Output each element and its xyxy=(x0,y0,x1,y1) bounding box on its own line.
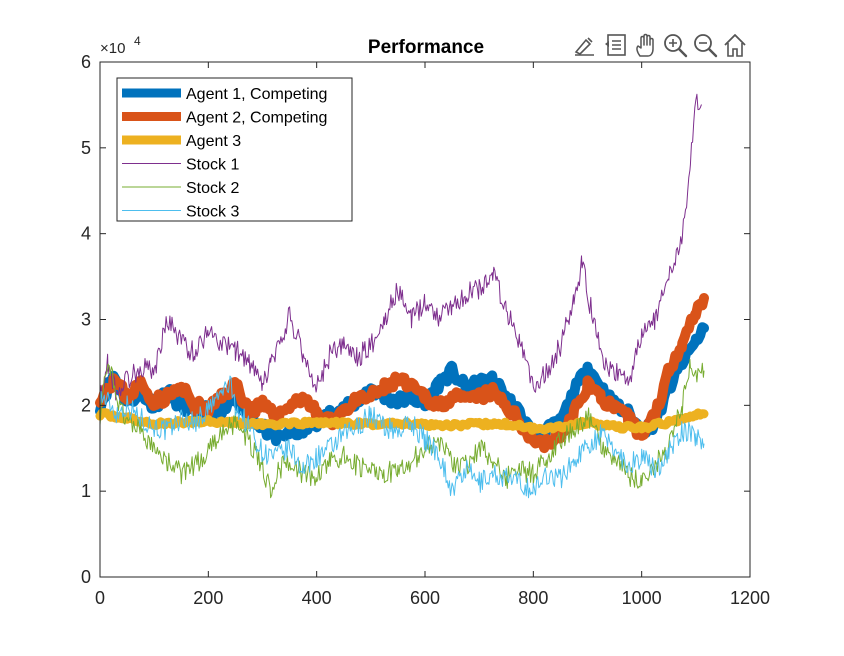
y-tick-label: 1 xyxy=(81,481,91,501)
data-tips-icon[interactable] xyxy=(572,32,598,58)
zoom-out-icon[interactable] xyxy=(692,32,718,58)
x-tick-label: 400 xyxy=(302,588,332,608)
axes-layer xyxy=(99,61,751,578)
legend-label: Stock 3 xyxy=(186,204,239,221)
y-exponent-label: ×10 xyxy=(100,40,125,57)
y-tick-label: 5 xyxy=(81,138,91,158)
x-tick-label: 600 xyxy=(410,588,440,608)
series-line-stock-3[interactable] xyxy=(99,375,705,499)
series-line-stock-1[interactable] xyxy=(99,93,702,413)
y-tick-labels: 0 1 2 3 4 5 6 xyxy=(81,52,91,587)
x-tick-label: 200 xyxy=(193,588,223,608)
chart-title: Performance xyxy=(368,37,484,58)
x-tick-label: 800 xyxy=(518,588,548,608)
pan-hand-icon[interactable] xyxy=(633,32,659,58)
legend-label: Agent 2, Competing xyxy=(186,110,327,127)
y-tick-label: 3 xyxy=(81,310,91,330)
series-layer xyxy=(95,93,709,499)
legend-label: Agent 3 xyxy=(186,133,241,150)
series-line-agent-2-competing[interactable] xyxy=(95,293,709,454)
zoom-in-icon[interactable] xyxy=(662,32,688,58)
y-tick-label: 2 xyxy=(81,395,91,415)
legend-label: Stock 2 xyxy=(186,180,239,197)
x-tick-labels: 0 200 400 600 800 1000 1200 xyxy=(95,588,770,608)
series-line-stock-2[interactable] xyxy=(99,358,705,499)
y-exponent-power: 4 xyxy=(134,34,141,48)
data-brush-icon[interactable] xyxy=(603,32,629,58)
x-tick-label: 1000 xyxy=(622,588,662,608)
home-restore-icon[interactable] xyxy=(722,32,748,58)
legend[interactable]: Agent 1, Competing Agent 2, Competing Agen… xyxy=(116,77,353,222)
y-tick-label: 4 xyxy=(81,224,91,244)
x-tick-label: 1200 xyxy=(730,588,770,608)
legend-label: Agent 1, Competing xyxy=(186,86,327,103)
y-tick-label: 6 xyxy=(81,52,91,72)
series-line-agent-3[interactable] xyxy=(95,408,709,435)
legend-label: Stock 1 xyxy=(186,157,239,174)
y-tick-label: 0 xyxy=(81,567,91,587)
x-tick-label: 0 xyxy=(95,588,105,608)
legend-box xyxy=(116,77,353,222)
axes-toolbar xyxy=(572,32,748,58)
